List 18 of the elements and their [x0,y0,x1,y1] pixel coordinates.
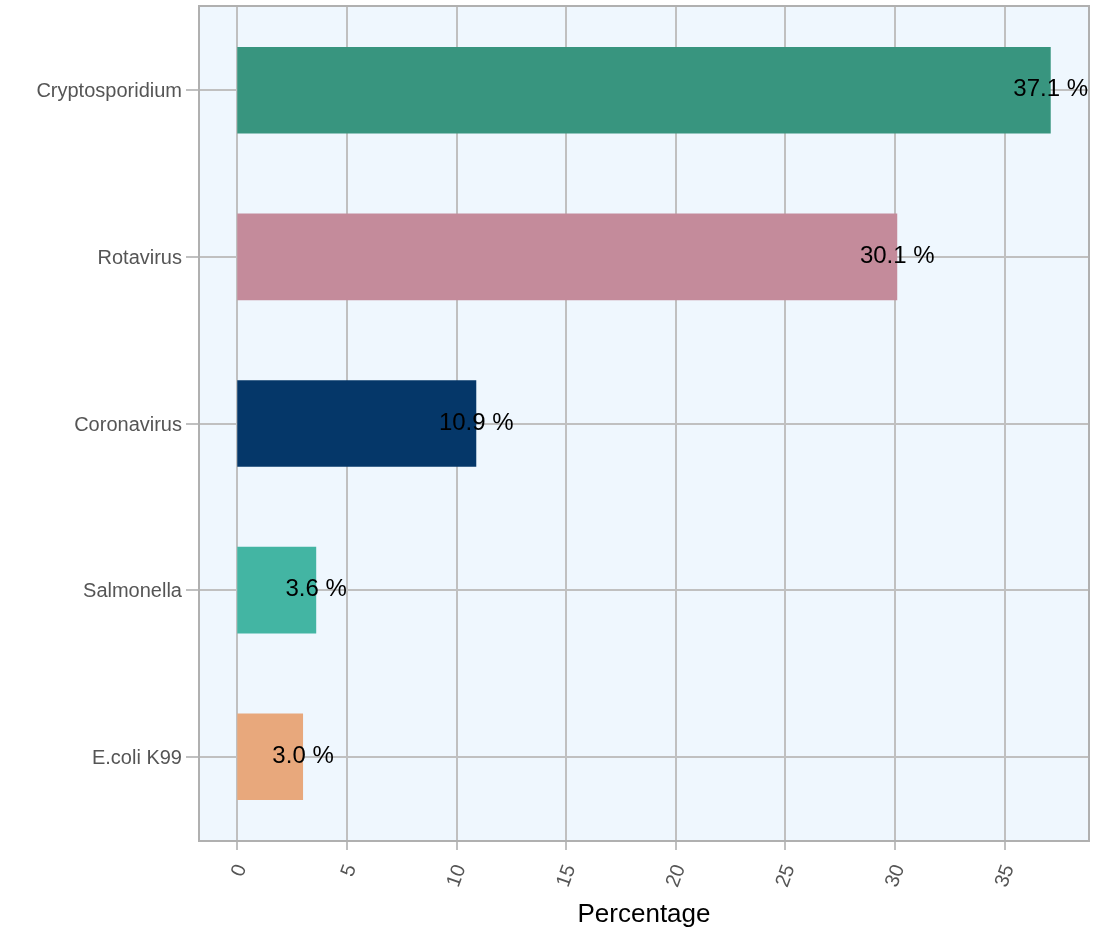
data-label: 30.1 % [859,240,935,268]
y-tick-label: Cryptosporidium [36,79,182,102]
x-tick-label: 20 [660,861,689,890]
x-tick-label: 30 [879,861,909,890]
x-tick-label: 5 [335,861,361,880]
y-tick-label: Coronavirus [74,412,182,435]
y-tick-label: Rotavirus [97,245,182,268]
y-tick-label: E.coli K99 [91,745,182,768]
x-tick-label: 15 [551,861,580,890]
data-label: 3.0 % [272,740,334,768]
bar [237,713,304,801]
x-tick-label: 0 [225,861,251,880]
x-tick-label: 25 [770,861,799,890]
y-tick-label: Salmonella [83,579,183,602]
x-tick-label: 10 [441,861,470,890]
x-axis-title: Percentage [577,897,711,928]
bar [237,546,317,634]
x-tick-label: 35 [989,861,1018,890]
